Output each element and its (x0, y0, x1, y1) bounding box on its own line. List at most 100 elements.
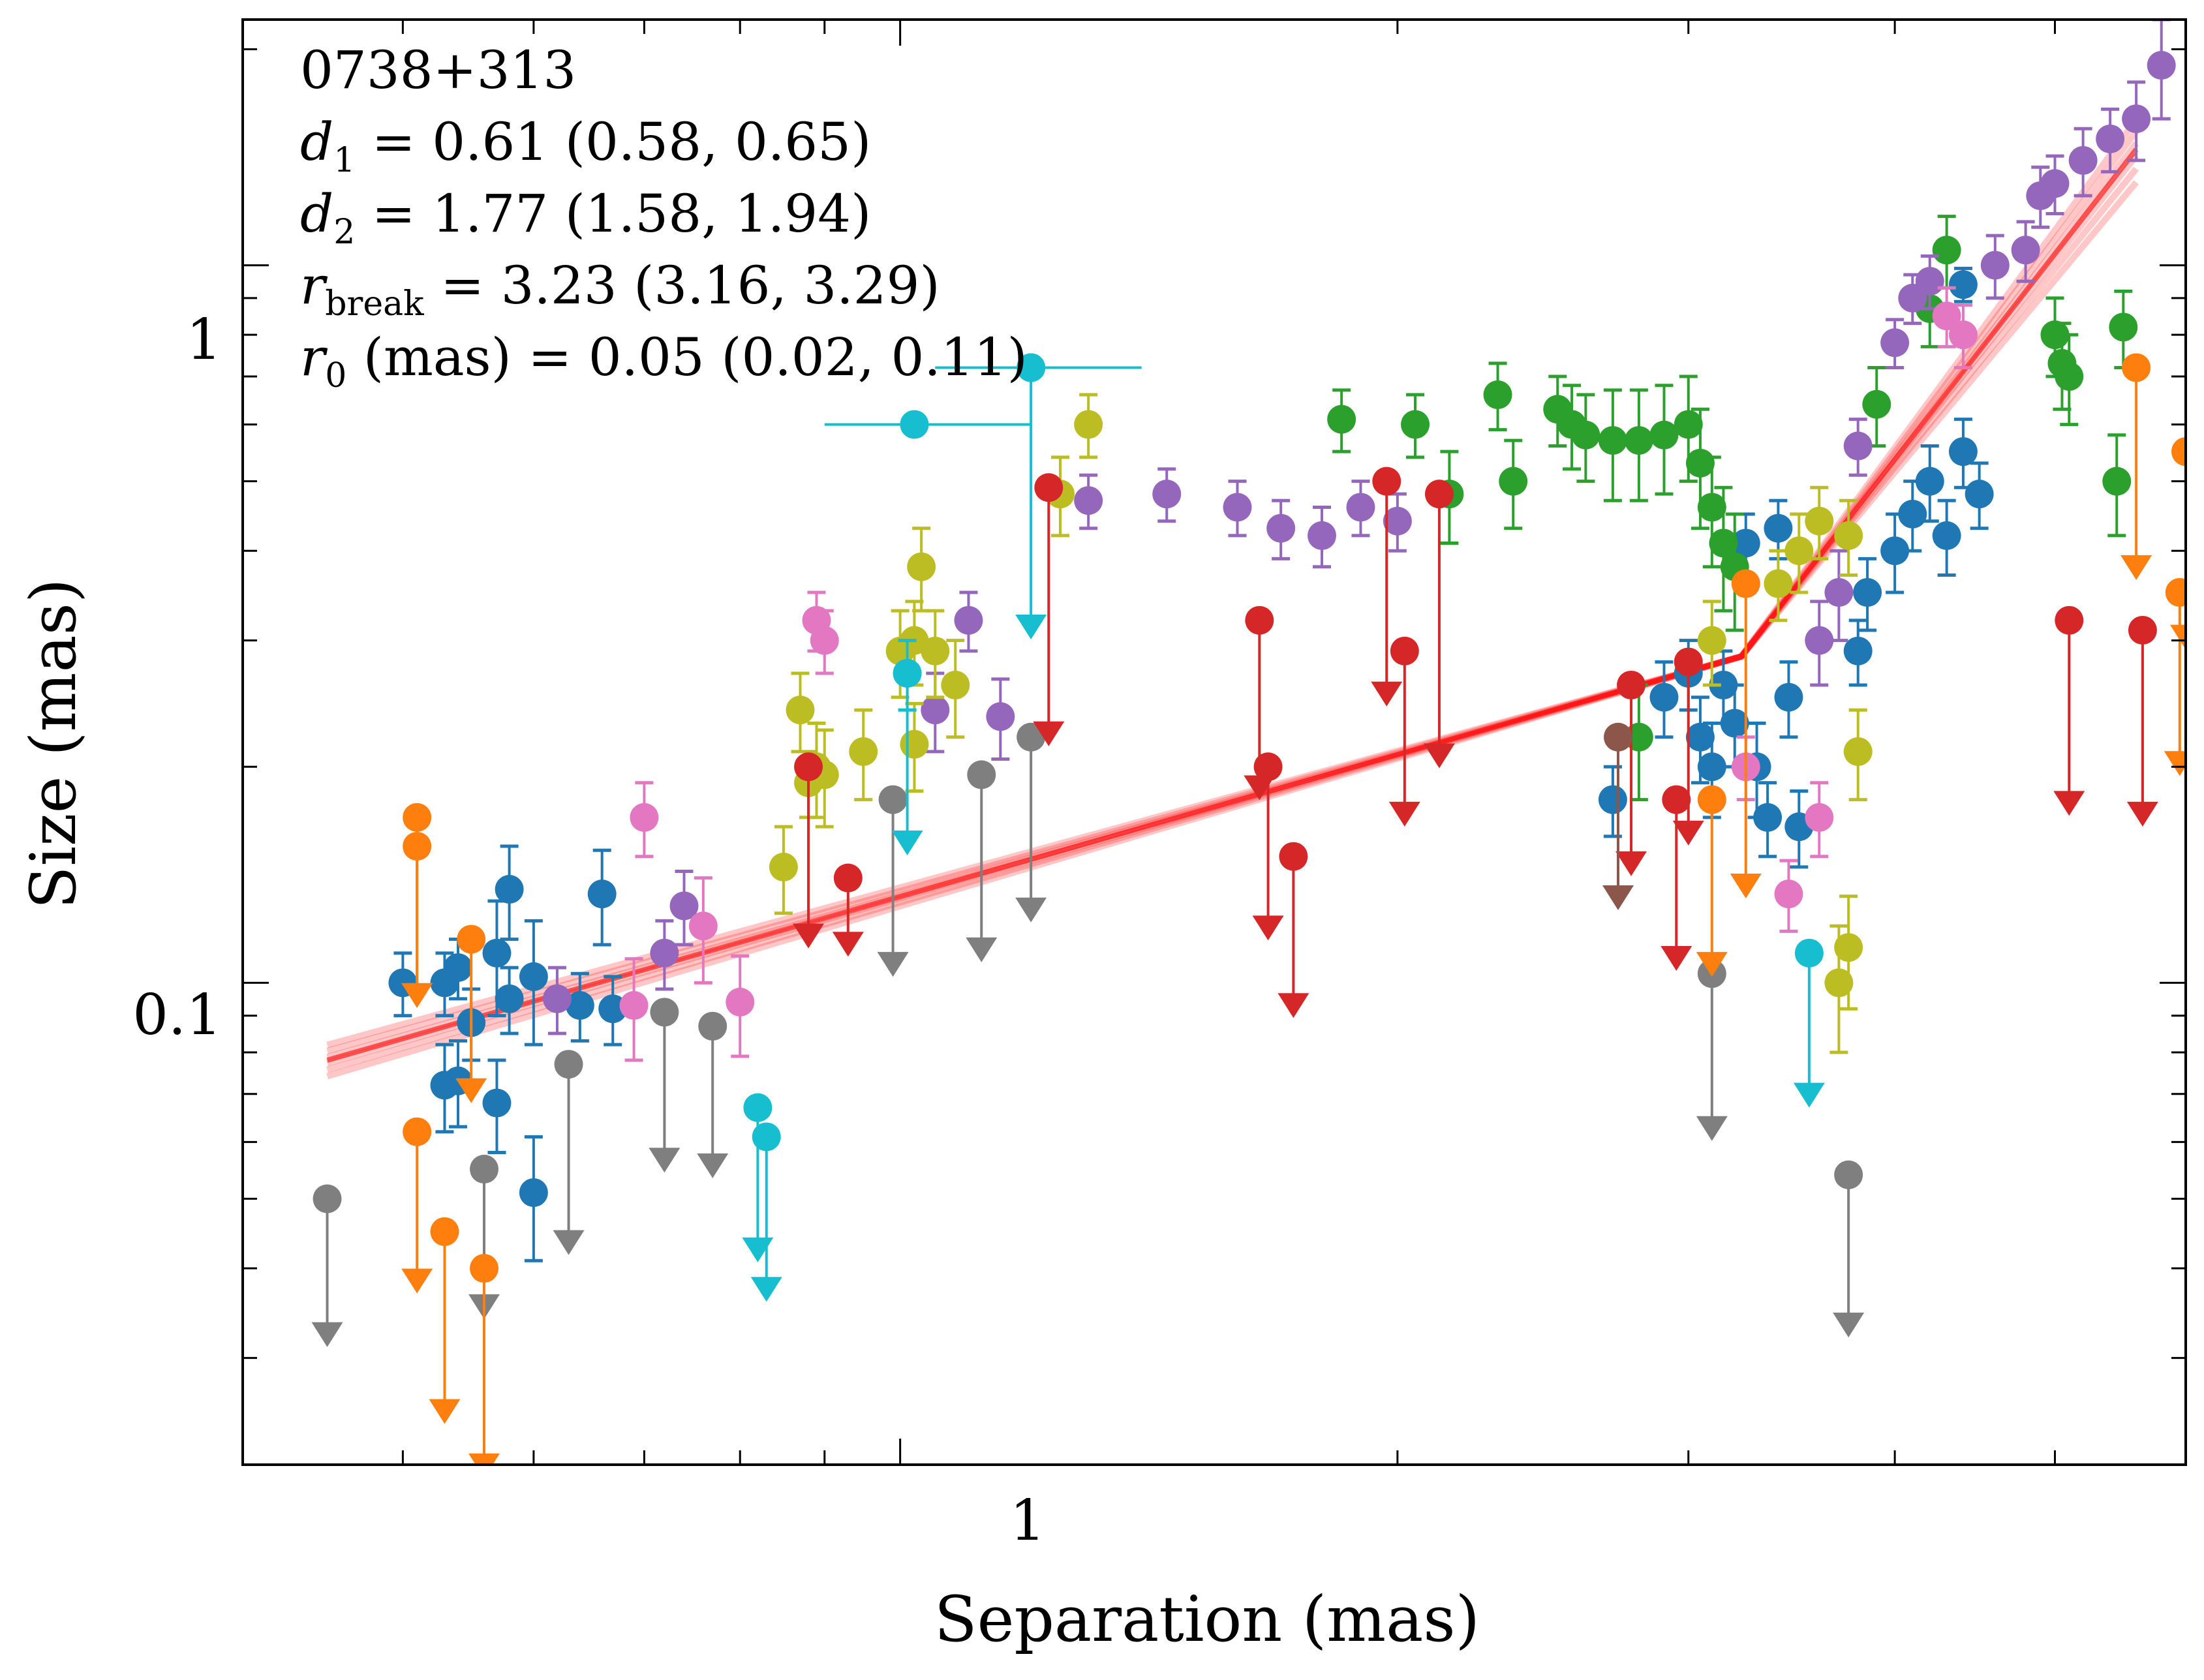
data-point-purple (2096, 107, 2125, 174)
marker (954, 605, 983, 635)
marker (1843, 636, 1873, 665)
marker (794, 752, 823, 782)
marker (726, 987, 755, 1016)
data-point-purple (1383, 492, 1412, 553)
upper-limit-red (832, 863, 864, 957)
marker (1805, 506, 1834, 536)
marker (2055, 361, 2084, 391)
marker (1948, 270, 1978, 299)
data-point-purple (1308, 505, 1337, 569)
limit-arrow (966, 937, 998, 962)
data-point-purple (1266, 498, 1296, 560)
upper-limit-orange (455, 924, 487, 1103)
marker (893, 658, 922, 688)
marker (769, 852, 798, 881)
data-point-olive (1824, 924, 1854, 1054)
upper-limit-cyan (1015, 353, 1047, 639)
limit-arrow (401, 983, 433, 1008)
limit-arrow (2053, 791, 2085, 816)
axis-ticks (241, 20, 2187, 1465)
data-point-green (1598, 388, 1627, 502)
data-point-blue (587, 848, 617, 947)
marker (1346, 493, 1375, 522)
marker (1697, 752, 1726, 782)
data-point-blue (1774, 660, 1803, 739)
marker (2128, 615, 2157, 645)
limit-arrow (649, 1148, 681, 1173)
data-point-purple (1980, 234, 2010, 300)
limit-arrow (1793, 1082, 1825, 1108)
upper-limit-red (2053, 605, 2085, 816)
data-point-olive (849, 708, 878, 802)
upper-limit-red (1252, 752, 1284, 941)
marker (1649, 682, 1679, 712)
data-point-purple (2147, 20, 2176, 121)
upper-limit-brown (1602, 722, 1634, 911)
marker (1834, 933, 1863, 962)
marker (630, 802, 659, 832)
data-point-blue (1948, 266, 1978, 303)
annotation-d2: d2 = 1.77 (1.58, 1.94) (300, 183, 871, 252)
marker (519, 962, 548, 991)
marker (1266, 513, 1296, 543)
marker (1843, 431, 1873, 461)
marker (1571, 420, 1600, 450)
limit-arrow (468, 1453, 500, 1465)
upper-limit-orange (401, 1117, 433, 1294)
data-point-blue (1853, 557, 1882, 632)
marker (403, 802, 432, 832)
annotation-r0: r0 (mas) = 0.05 (0.02, 0.11) (300, 327, 1028, 395)
upper-limit-gray (966, 760, 998, 962)
marker (907, 552, 936, 581)
data-point-blue (495, 844, 524, 941)
data-point-olive (1834, 498, 1863, 577)
marker (598, 994, 628, 1024)
data-point-green (2109, 289, 2138, 369)
limit-arrow (1252, 915, 1284, 941)
marker (1932, 236, 1961, 265)
data-point-blue (1932, 498, 1961, 577)
marker (2011, 236, 2040, 265)
limit-arrow (553, 1230, 585, 1255)
marker (1774, 879, 1803, 909)
upper-limit-cyan (750, 1122, 782, 1302)
marker (1731, 528, 1760, 558)
fit-annotation: 0738+313 d1 = 0.61 (0.58, 0.65) d2 = 1.7… (300, 40, 1028, 395)
data-point-purple (1915, 254, 1944, 311)
marker (495, 984, 524, 1013)
marker (688, 911, 718, 941)
marker (1383, 506, 1412, 536)
marker (1915, 466, 1944, 496)
x-axis-label: Separation (mas) (934, 1583, 1480, 1656)
marker (1483, 380, 1512, 410)
marker (1932, 521, 1961, 550)
upper-limit-orange (2170, 437, 2186, 650)
data-point-purple (954, 590, 983, 653)
marker (743, 1093, 773, 1122)
marker (900, 729, 929, 759)
annotation-d1: d1 = 0.61 (0.58, 0.65) (300, 112, 871, 180)
upper-limit-gray (697, 1011, 729, 1178)
data-point-purple (1824, 549, 1854, 643)
marker (669, 891, 699, 921)
marker (1624, 426, 1653, 455)
marker (1980, 251, 2010, 280)
marker (1784, 536, 1814, 566)
data-point-purple (986, 677, 1015, 761)
limit-arrow (429, 1399, 461, 1424)
limit-arrow (1033, 721, 1065, 746)
upper-limit-gray (1015, 722, 1047, 923)
marker (833, 863, 863, 893)
data-points (311, 20, 2186, 1465)
limit-arrow (1388, 801, 1420, 827)
data-point-blue (519, 919, 548, 1046)
marker (1880, 328, 1910, 358)
data-point-green (1327, 388, 1356, 453)
data-point-green (1401, 393, 1430, 459)
marker (1034, 473, 1064, 502)
data-point-olive (941, 639, 970, 739)
marker (2102, 466, 2132, 496)
marker (1604, 722, 1633, 752)
limit-arrow (401, 1268, 433, 1294)
